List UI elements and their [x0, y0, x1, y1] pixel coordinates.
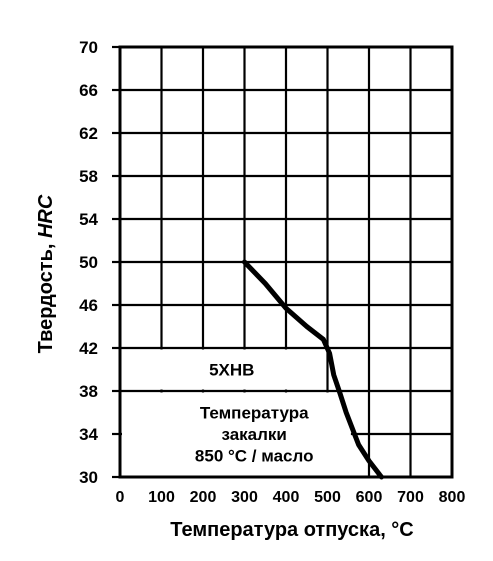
x-axis-ticks: 0 100 200 300 400 500 600 700 800	[116, 489, 466, 506]
y-tick-label: 58	[79, 167, 98, 186]
x-axis-label: Температура отпуска, °С	[170, 519, 414, 541]
y-tick-label: 30	[79, 468, 98, 487]
x-tick-label: 400	[273, 489, 300, 506]
x-tick-label: 600	[356, 489, 383, 506]
series-layer	[242, 259, 384, 480]
y-tick-label: 62	[79, 124, 98, 143]
x-tick-label: 700	[397, 489, 424, 506]
y-tick-label: 54	[79, 210, 98, 229]
y-tick-label: 34	[79, 425, 98, 444]
y-axis-label-unit: HRC	[35, 194, 57, 238]
x-tick-label: 800	[439, 489, 466, 506]
y-tick-label: 66	[79, 81, 98, 100]
y-axis-label: Твердость, HRC	[35, 194, 57, 353]
y-tick-label: 70	[79, 38, 98, 57]
y-axis-label-main: Твердость,	[35, 238, 57, 353]
annotation-grade: 5ХНВ	[209, 361, 254, 380]
x-tick-label: 200	[190, 489, 217, 506]
y-tick-label: 46	[79, 296, 98, 315]
x-tick-label: 0	[116, 489, 125, 506]
x-tick-label: 500	[314, 489, 341, 506]
annotation-quench-line3: 850 °С / масло	[195, 447, 314, 466]
x-tick-label: 100	[148, 489, 175, 506]
y-tick-label: 38	[79, 382, 98, 401]
grid	[120, 47, 452, 477]
y-tick-label: 50	[79, 253, 98, 272]
x-tick-label: 300	[231, 489, 258, 506]
annotation-box-grade	[122, 349, 326, 390]
annotation-quench-line2: закалки	[221, 425, 286, 444]
y-axis-ticks: 30 34 38 42 46 50 54 58 62 66 70	[79, 38, 120, 487]
series-line	[242, 259, 384, 480]
annotation-box-quench	[122, 392, 351, 476]
annotation-quench-line1: Температура	[200, 404, 309, 423]
y-tick-label: 42	[79, 339, 98, 358]
